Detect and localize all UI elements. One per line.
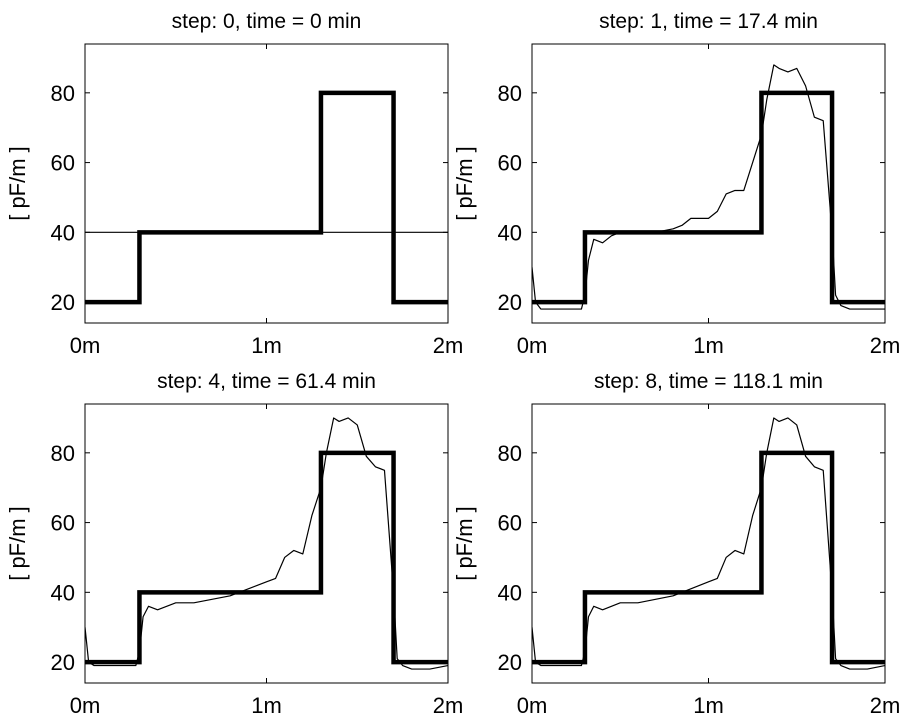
y-axis-label: [ pF/m ] bbox=[452, 146, 477, 221]
x-tick-label: 2m bbox=[870, 693, 901, 717]
subplot-title: step: 8, time = 118.1 min bbox=[594, 370, 823, 393]
x-tick-label: 2m bbox=[433, 333, 464, 358]
x-tick-label: 1m bbox=[251, 693, 282, 717]
subplot-3: step: 4, time = 61.4 min [ pF/m ] 0m 1m 2m 20… bbox=[5, 370, 463, 717]
x-tick-label: 2m bbox=[870, 333, 901, 358]
y-tick-label: 60 bbox=[51, 151, 75, 176]
y-axis-label: [ pF/m ] bbox=[5, 146, 30, 221]
y-axis-label: [ pF/m ] bbox=[452, 506, 477, 581]
x-tick-label: 1m bbox=[251, 333, 282, 358]
y-tick-label: 20 bbox=[51, 290, 75, 315]
x-tick-label: 0m bbox=[70, 693, 101, 717]
subplot-4: step: 8, time = 118.1 min [ pF/m ] 0m 1m 2m 2… bbox=[452, 370, 900, 717]
y-tick-label: 40 bbox=[51, 220, 75, 245]
y-tick-label: 20 bbox=[51, 650, 75, 675]
y-tick-label: 40 bbox=[498, 580, 522, 605]
y-tick-label: 80 bbox=[51, 441, 75, 466]
x-tick-label: 2m bbox=[433, 693, 464, 717]
x-tick-label: 1m bbox=[693, 693, 724, 717]
subplot-2: step: 1, time = 17.4 min [ pF/m ] 0m 1m 2m 20… bbox=[452, 10, 900, 358]
profile-thick-line bbox=[85, 90, 448, 305]
x-tick-label: 0m bbox=[517, 693, 548, 717]
profile-thin-line bbox=[532, 64, 885, 310]
y-tick-label: 60 bbox=[51, 511, 75, 536]
y-tick-label: 20 bbox=[498, 290, 522, 315]
y-tick-label: 80 bbox=[498, 441, 522, 466]
y-tick-label: 80 bbox=[51, 81, 75, 106]
subplot-1: step: 0, time = 0 min [ pF/m ] 0m 1m 2m 20 40 6… bbox=[5, 10, 463, 358]
y-axis-label: [ pF/m ] bbox=[5, 506, 30, 581]
subplot-title: step: 1, time = 17.4 min bbox=[599, 10, 818, 33]
x-tick-label: 0m bbox=[517, 333, 548, 358]
y-tick-label: 40 bbox=[51, 580, 75, 605]
profile-thin-line bbox=[85, 417, 448, 670]
x-tick-label: 0m bbox=[70, 333, 101, 358]
subplot-title: step: 0, time = 0 min bbox=[172, 10, 362, 33]
y-tick-label: 20 bbox=[498, 650, 522, 675]
y-tick-label: 80 bbox=[498, 81, 522, 106]
subplot-title: step: 4, time = 61.4 min bbox=[157, 370, 376, 393]
profile-thin-line bbox=[532, 417, 885, 670]
y-tick-label: 60 bbox=[498, 151, 522, 176]
x-tick-label: 1m bbox=[693, 333, 724, 358]
y-tick-label: 60 bbox=[498, 511, 522, 536]
y-tick-label: 40 bbox=[498, 220, 522, 245]
